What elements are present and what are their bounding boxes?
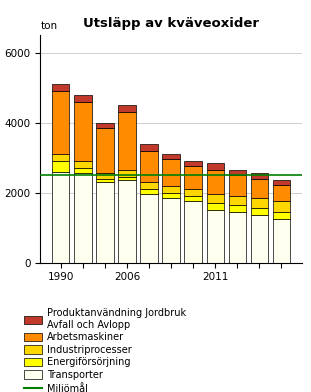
Bar xyxy=(229,170,246,175)
Bar xyxy=(74,95,91,102)
Bar xyxy=(207,170,224,194)
Bar xyxy=(184,161,202,167)
Bar xyxy=(141,144,158,151)
Bar xyxy=(96,182,114,263)
Bar xyxy=(251,198,268,209)
Bar xyxy=(251,216,268,263)
Bar xyxy=(251,173,268,179)
Bar xyxy=(207,163,224,170)
Bar xyxy=(273,185,290,201)
Bar xyxy=(52,91,69,154)
Bar xyxy=(118,105,136,112)
Bar xyxy=(184,201,202,263)
Bar xyxy=(162,186,180,193)
Bar xyxy=(74,173,91,263)
Bar xyxy=(207,210,224,263)
Bar xyxy=(184,167,202,189)
Bar xyxy=(141,194,158,263)
Bar xyxy=(74,161,91,168)
Bar xyxy=(141,151,158,182)
Bar xyxy=(96,173,114,179)
Bar xyxy=(141,182,158,189)
Bar xyxy=(273,212,290,219)
Bar xyxy=(229,175,246,196)
Bar xyxy=(52,154,69,161)
Bar xyxy=(251,179,268,198)
Bar xyxy=(229,212,246,263)
Bar xyxy=(141,189,158,194)
Bar xyxy=(74,168,91,173)
Text: ton: ton xyxy=(40,21,58,31)
Bar xyxy=(118,112,136,170)
Title: Utsläpp av kväveoxider: Utsläpp av kväveoxider xyxy=(83,17,259,30)
Legend: Produktanvändning Jordbruk
Avfall och Avlopp, Arbetsmaskiner, Industriprocesser,: Produktanvändning Jordbruk Avfall och Av… xyxy=(24,309,186,392)
Bar xyxy=(96,128,114,173)
Bar xyxy=(52,84,69,91)
Bar xyxy=(184,196,202,201)
Bar xyxy=(251,209,268,216)
Bar xyxy=(273,180,290,185)
Bar xyxy=(52,172,69,263)
Bar xyxy=(229,205,246,212)
Bar xyxy=(184,189,202,196)
Bar xyxy=(118,170,136,177)
Bar xyxy=(52,161,69,172)
Bar xyxy=(273,201,290,212)
Bar xyxy=(96,179,114,182)
Bar xyxy=(162,154,180,160)
Bar xyxy=(273,219,290,263)
Bar xyxy=(118,180,136,263)
Bar xyxy=(229,196,246,205)
Bar xyxy=(162,193,180,198)
Bar xyxy=(162,198,180,263)
Bar xyxy=(207,203,224,210)
Bar xyxy=(207,194,224,203)
Bar xyxy=(96,123,114,128)
Bar xyxy=(118,177,136,180)
Bar xyxy=(162,160,180,186)
Bar xyxy=(74,102,91,161)
